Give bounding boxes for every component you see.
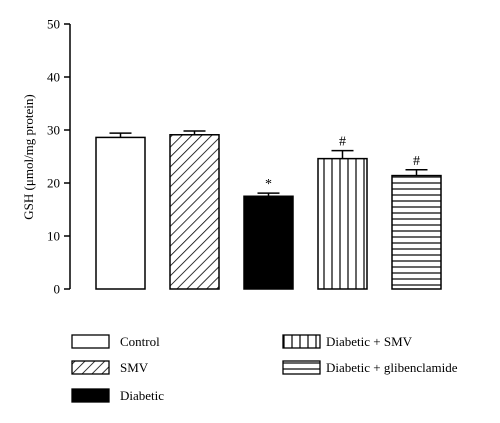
bar-group <box>169 130 220 290</box>
bar <box>391 174 442 290</box>
y-tick-label: 30 <box>47 123 60 138</box>
bar-group <box>95 132 146 290</box>
y-tick-label: 0 <box>54 282 61 297</box>
significance-marker: # <box>413 154 420 169</box>
legend-swatch-control <box>71 334 110 349</box>
y-tick-label: 10 <box>47 229 60 244</box>
bar-group: # <box>391 154 442 290</box>
y-tick-label: 50 <box>47 17 60 32</box>
legend-swatch-diabetic-glibenclamide <box>282 360 321 375</box>
bar-group: # <box>317 135 368 290</box>
bar <box>95 136 146 290</box>
significance-marker: * <box>265 177 272 192</box>
bar <box>169 134 220 290</box>
legend: Control SMV Diabetic Diabetic + SMV Diab… <box>71 334 458 403</box>
legend-item-diabetic-smv: Diabetic + SMV <box>282 334 413 349</box>
bar <box>317 157 368 290</box>
bar-group: * <box>243 177 294 290</box>
legend-item-diabetic-glibenclamide: Diabetic + glibenclamide <box>282 360 458 375</box>
legend-swatch-smv <box>71 360 110 375</box>
legend-label-control: Control <box>120 334 160 349</box>
bars: * # # <box>95 130 442 290</box>
legend-label-diabetic-glibenclamide: Diabetic + glibenclamide <box>326 360 458 375</box>
significance-marker: # <box>339 135 346 150</box>
legend-label-smv: SMV <box>120 360 149 375</box>
legend-item-smv: SMV <box>71 360 149 375</box>
legend-item-diabetic: Diabetic <box>71 388 164 403</box>
y-ticks: 0 10 20 30 40 50 <box>47 17 70 297</box>
legend-label-diabetic-smv: Diabetic + SMV <box>326 334 413 349</box>
y-axis-title: GSH (μmol/mg protein) <box>21 94 36 219</box>
legend-item-control: Control <box>71 334 160 349</box>
bar <box>243 195 294 290</box>
legend-swatch-diabetic-smv <box>282 334 321 349</box>
legend-swatch-diabetic <box>71 388 110 403</box>
y-tick-label: 40 <box>47 70 60 85</box>
y-tick-label: 20 <box>47 176 60 191</box>
legend-label-diabetic: Diabetic <box>120 388 164 403</box>
y-axis: 0 10 20 30 40 50 GSH (μmol/mg protein) <box>21 17 71 297</box>
